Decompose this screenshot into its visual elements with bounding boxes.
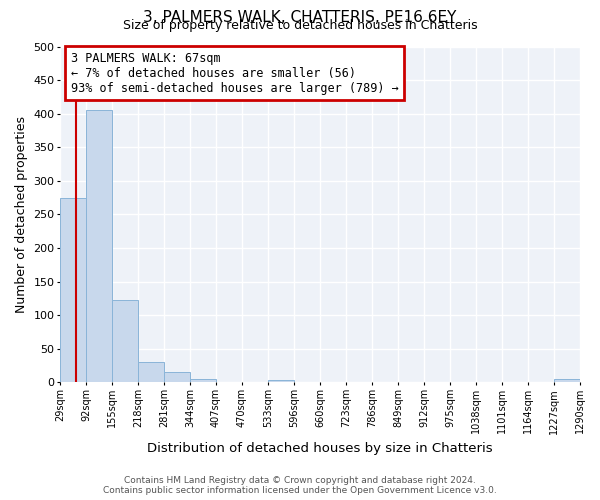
Bar — [190, 379, 216, 382]
Bar — [112, 300, 138, 382]
Bar — [554, 379, 580, 382]
Bar — [164, 372, 190, 382]
Bar — [268, 380, 294, 382]
X-axis label: Distribution of detached houses by size in Chatteris: Distribution of detached houses by size … — [148, 442, 493, 455]
Bar — [86, 110, 112, 382]
Text: 3, PALMERS WALK, CHATTERIS, PE16 6EY: 3, PALMERS WALK, CHATTERIS, PE16 6EY — [143, 10, 457, 25]
Text: Contains HM Land Registry data © Crown copyright and database right 2024.
Contai: Contains HM Land Registry data © Crown c… — [103, 476, 497, 495]
Y-axis label: Number of detached properties: Number of detached properties — [15, 116, 28, 313]
Bar — [138, 362, 164, 382]
Bar — [60, 198, 86, 382]
Text: 3 PALMERS WALK: 67sqm
← 7% of detached houses are smaller (56)
93% of semi-detac: 3 PALMERS WALK: 67sqm ← 7% of detached h… — [71, 52, 398, 94]
Text: Size of property relative to detached houses in Chatteris: Size of property relative to detached ho… — [122, 19, 478, 32]
